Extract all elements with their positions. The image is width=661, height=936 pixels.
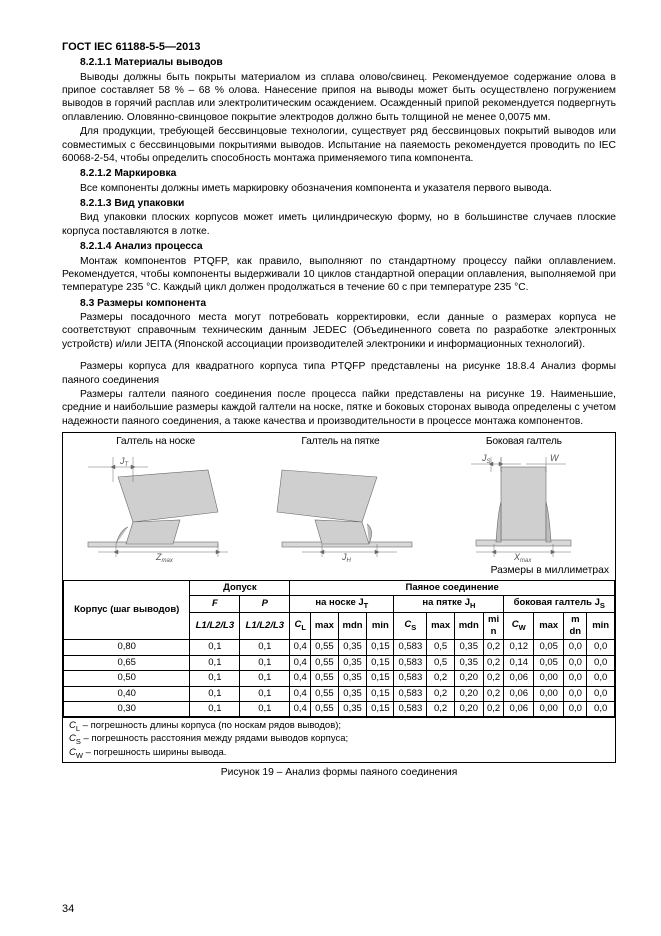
th-body: Корпус (шаг выводов) [64,580,190,640]
page-num: 34 [62,902,74,916]
sec-8211-p2: Для продукции, требующей бессвинцовые те… [62,125,616,165]
th-P: P [240,596,290,613]
th-L: L1/L2/L3 [190,612,240,640]
sec-8214-p1: Монтаж компонентов PTQFP, как правило, в… [62,255,616,295]
fillet-heel-icon: JH [262,452,417,562]
sec-83-p2: Размеры корпуса для квадратного корпуса … [62,360,616,387]
label-side: Боковая галтель [486,435,562,448]
table-row: 0,500,10,10,40,550,350,150,5830,20,200,2… [64,671,615,686]
svg-text:JS: JS [481,453,491,465]
svg-text:W: W [550,453,560,463]
table-row: 0,300,10,10,40,550,350,150,5830,20,200,2… [64,701,615,716]
th-min1: min [367,612,394,640]
sec-8211-p1: Выводы должны быть покрыты материалом из… [62,71,616,125]
svg-text:Zmax: Zmax [155,552,174,562]
label-toe: Галтель на носке [116,435,195,448]
table-row: 0,650,10,10,40,550,350,150,5830,50,350,2… [64,655,615,670]
th-min3: min [587,612,615,640]
solder-table: Корпус (шаг выводов) Допуск Паяное соеди… [63,580,615,717]
foot1: погрешность длины корпуса (по носкам ряд… [91,720,341,731]
fillet-side-icon: JS W Xmax [446,452,601,562]
th-heel: на пятке JH [394,596,504,613]
fillet-toe-icon: JT Zmax [78,452,233,562]
sec-83-p3: Размеры галтели паяного соединения после… [62,388,616,428]
svg-text:JT: JT [119,456,130,468]
sec-8212-p: Все компоненты должны иметь маркировку о… [62,182,616,195]
th-mdn3: mdn [564,612,587,640]
th-tol: Допуск [190,580,290,595]
th-max3: max [534,612,564,640]
foot3: погрешность ширины вывода. [94,747,227,758]
th-joint: Паяное соединение [290,580,615,595]
figure-block: Галтель на носке Галтель на пятке Бокова… [62,432,616,763]
caption: Рисунок 19 – Анализ формы паяного соедин… [62,766,616,779]
doc-code: ГОСТ IEC 61188-5-5—2013 [62,40,616,54]
th-mdn1: mdn [338,612,367,640]
th-F: F [190,596,240,613]
footnotes: CL – погрешность длины корпуса (по носка… [63,717,615,762]
th-CW: CW [504,612,534,640]
table-row: 0,400,10,10,40,550,350,150,5830,20,200,2… [64,686,615,701]
sec-8214-title: 8.2.1.4 Анализ процесса [62,240,616,253]
th-LP: L1/L2/L3 [240,612,290,640]
sec-8213-p: Вид упаковки плоских корпусов может имет… [62,211,616,238]
th-CS: CS [394,612,427,640]
sec-83-title: 8.3 Размеры компонента [62,297,616,310]
sec-8212-title: 8.2.1.2 Маркировка [62,167,616,180]
th-mdn2: mdn [454,612,483,640]
th-side: боковая галтель JS [504,596,615,613]
svg-text:JH: JH [341,552,352,562]
th-toe: на носке JT [290,596,394,613]
svg-text:Xmax: Xmax [513,552,532,562]
th-min2: min [483,612,504,640]
sec-83-p1: Размеры посадочного места могут потребов… [62,311,616,351]
size-note: Размеры в миллиметрах [63,564,615,579]
foot2: погрешность расстояния между рядами выво… [91,733,348,744]
th-max2: max [427,612,455,640]
sec-8211-title: 8.2.1.1 Материалы выводов [62,56,616,69]
th-CL: CL [290,612,311,640]
table-row: 0,800,10,10,40,550,350,150,5830,50,350,2… [64,640,615,655]
th-max1: max [311,612,339,640]
sec-8213-title: 8.2.1.3 Вид упаковки [62,197,616,210]
label-heel: Галтель на пятке [301,435,379,448]
